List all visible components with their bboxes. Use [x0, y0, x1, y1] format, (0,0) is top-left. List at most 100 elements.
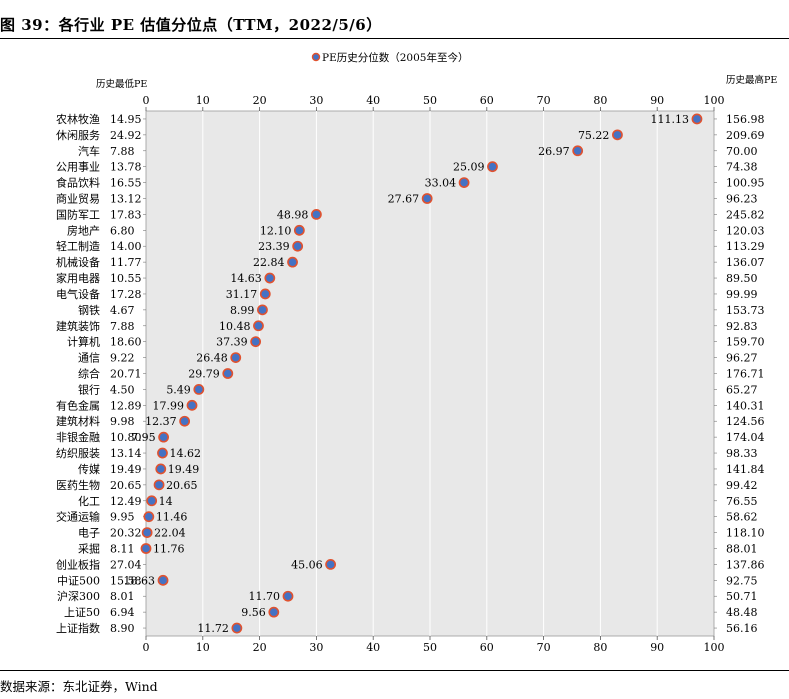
min-pe-label: 24.92: [110, 129, 142, 142]
category-label: 轻工制造: [56, 239, 100, 253]
data-label: 31.17: [226, 288, 258, 301]
data-point: [282, 590, 294, 602]
max-pe-label: 89.50: [726, 272, 758, 285]
category-label: 通信: [78, 352, 100, 365]
data-label: 12.37: [145, 415, 177, 428]
max-pe-label: 70.00: [726, 145, 758, 158]
data-point: [253, 320, 264, 332]
category-label: 商业贸易: [56, 192, 100, 206]
category-label: 综合: [78, 367, 100, 381]
min-pe-label: 19.49: [110, 463, 142, 476]
category-label: 钢铁: [78, 304, 100, 317]
data-label: 37.39: [216, 336, 248, 349]
category-label: 建筑装饰: [56, 319, 100, 333]
max-pe-label: 56.16: [726, 622, 758, 635]
max-pe-label: 48.48: [726, 606, 758, 619]
data-label: 26.48: [196, 352, 228, 365]
min-pe-label: 20.65: [110, 479, 142, 492]
max-pe-label: 96.27: [726, 352, 758, 365]
min-pe-label: 20.71: [110, 368, 142, 381]
x-tick-label-top: 0: [143, 94, 150, 107]
max-pe-label: 141.84: [726, 463, 765, 476]
data-label: 17.99: [153, 399, 185, 412]
category-label: 机械设备: [56, 255, 100, 269]
min-pe-label: 6.80: [110, 224, 135, 237]
min-pe-label: 4.67: [110, 304, 135, 317]
min-pe-label: 6.94: [110, 606, 135, 619]
max-pe-label: 209.69: [726, 129, 765, 142]
min-pe-label: 10.80: [110, 431, 142, 444]
x-tick-label-bottom: 40: [366, 641, 380, 654]
source-note: 数据来源：东北证券，Wind: [0, 679, 158, 694]
data-point: [287, 256, 298, 268]
right-header: 历史最高PE: [726, 74, 777, 86]
data-label: 22.04: [154, 527, 186, 540]
data-label: 25.09: [453, 161, 485, 174]
data-point: [230, 352, 242, 363]
min-pe-label: 7.88: [110, 320, 135, 333]
data-label: 9.56: [241, 606, 266, 619]
data-point: [179, 415, 191, 427]
min-pe-label: 15.58: [110, 574, 142, 587]
category-label: 医药生物: [56, 478, 100, 492]
data-point: [612, 129, 623, 141]
data-label: 20.65: [166, 479, 198, 492]
data-label: 27.67: [388, 193, 420, 206]
data-label: 33.04: [425, 177, 457, 190]
max-pe-label: 92.75: [726, 574, 758, 587]
data-label: 14.62: [169, 447, 201, 460]
data-label: 14: [159, 495, 173, 508]
data-point: [231, 622, 243, 634]
x-tick-label-top: 60: [480, 94, 494, 107]
max-pe-label: 136.07: [726, 256, 765, 269]
x-tick-label-top: 50: [423, 94, 437, 107]
data-label: 26.97: [538, 145, 570, 158]
data-point: [259, 288, 271, 300]
data-label: 19.49: [168, 463, 200, 476]
figure-title: 图 39：各行业 PE 估值分位点（TTM，2022/5/6）: [0, 16, 382, 34]
min-pe-label: 18.60: [110, 336, 142, 349]
data-label: 5.49: [166, 383, 191, 396]
x-tick-label-top: 30: [309, 94, 323, 107]
min-pe-label: 8.90: [110, 622, 135, 635]
min-pe-label: 20.32: [110, 527, 142, 540]
x-tick-label-top: 90: [650, 94, 664, 107]
category-label: 银行: [78, 382, 100, 396]
min-pe-label: 4.50: [110, 383, 135, 396]
data-label: 11.46: [156, 511, 188, 524]
max-pe-label: 65.27: [726, 383, 758, 396]
category-label: 化工: [78, 494, 100, 508]
category-label: 创业板指: [56, 557, 100, 571]
data-label: 10.48: [219, 320, 251, 333]
max-pe-label: 50.71: [726, 590, 758, 603]
category-label: 休闲服务: [56, 128, 100, 142]
max-pe-label: 96.23: [726, 193, 758, 206]
left-header: 历史最低PE: [96, 78, 147, 90]
data-label: 18.63: [124, 574, 156, 587]
x-tick-label-top: 20: [253, 94, 267, 107]
max-pe-label: 124.56: [726, 415, 765, 428]
data-point: [157, 447, 168, 459]
max-pe-label: 98.33: [726, 447, 758, 460]
min-pe-label: 9.98: [110, 415, 135, 428]
max-pe-label: 74.38: [726, 161, 758, 174]
x-tick-label-bottom: 90: [650, 641, 664, 654]
x-tick-label-top: 70: [537, 94, 551, 107]
min-pe-label: 10.55: [110, 272, 142, 285]
legend-label: PE历史分位数（2005年至今）: [322, 51, 468, 64]
min-pe-label: 9.22: [110, 352, 135, 365]
data-label: 14.63: [230, 272, 262, 285]
data-label: 8.99: [230, 304, 255, 317]
max-pe-label: 153.73: [726, 304, 765, 317]
category-label: 传媒: [78, 463, 100, 476]
max-pe-label: 100.95: [726, 177, 765, 190]
x-tick-label-bottom: 70: [537, 641, 551, 654]
data-point: [141, 527, 153, 538]
data-label: 11.72: [197, 622, 229, 635]
max-pe-label: 156.98: [726, 113, 765, 126]
data-point: [146, 495, 158, 507]
data-point: [140, 543, 152, 554]
data-label: 11.76: [153, 543, 185, 556]
max-pe-label: 118.10: [726, 527, 765, 540]
category-label: 沪深300: [57, 589, 100, 603]
